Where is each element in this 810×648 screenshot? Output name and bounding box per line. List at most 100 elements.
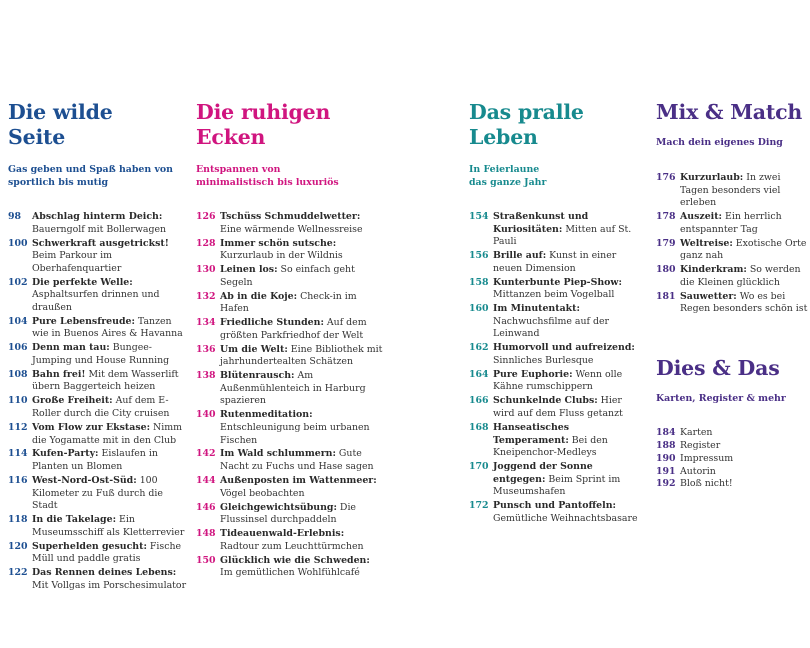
toc-entry[interactable]: 162 Humorvoll und aufreizend: Sinnliches … [469, 342, 641, 367]
page-number: 164 [469, 368, 489, 380]
entry-description: Die Flussinsel durchpaddeln [220, 501, 356, 526]
toc-entry[interactable]: 164 Pure Euphorie: Wenn olle Kähne rumsch… [469, 369, 641, 394]
toc-entry[interactable]: 120 Superhelden gesucht: Fische Müll und … [8, 541, 188, 566]
entry-text: Abschlag hinterm Deich: Bauerngolf mit B… [32, 211, 188, 236]
toc-entry[interactable]: 181 Sauwetter: Wo es bei Regen besonders … [656, 291, 810, 316]
entry-description: Vögel beobachten [220, 487, 305, 499]
entry-title: Kufen-Party: [32, 448, 99, 460]
toc-entry[interactable]: 192 Bloß nicht! [656, 478, 810, 491]
entry-title: Vom Flow zur Ekstase: [32, 421, 151, 433]
entry-text: Bloß nicht! [680, 478, 810, 491]
entry-title: Auszeit: [680, 211, 723, 223]
entry-description: Nachwuchsfilme auf der Leinwand [493, 315, 610, 340]
subtitle-line: Entspannen von [196, 164, 281, 175]
entry-title: Pure Euphorie: [493, 368, 573, 380]
entry-description: Nimm die Yogamatte mit in den Club [32, 421, 182, 446]
toc-entry[interactable]: 178 Auszeit: Ein herrlich entspannter Tag [656, 211, 810, 236]
entry-text: Friedliche Stunden: Auf dem größten Park… [220, 317, 384, 342]
toc-entry[interactable]: 190 Impressum [656, 453, 810, 466]
entry-text: Karten [680, 427, 810, 440]
entry-title: West-Nord-Ost-Süd: [32, 474, 137, 486]
entry-title: Punsch und Pantoffeln: [493, 500, 616, 512]
page-number: 114 [8, 448, 28, 460]
toc-entry[interactable]: 172 Punsch und Pantoffeln: Gemütliche Wei… [469, 500, 641, 525]
entry-description: Auf dem größten Parkfriedhof der Welt [220, 317, 367, 341]
toc-entry[interactable]: 110 Große Freiheit: Auf dem E-Roller durc… [8, 395, 188, 420]
toc-entry[interactable]: 180 Kinderkram: So werden die Kleinen glü… [656, 264, 810, 289]
toc-entry[interactable]: 138 Blütenrausch: Am Außenmühlenteich in … [196, 370, 384, 408]
section-das-pralle-leben: Das pralle Leben In Feierlaune das ganze… [469, 100, 641, 527]
entry-title: Weltreise: [680, 237, 733, 249]
toc-entry[interactable]: 179 Weltreise: Exotische Orte ganz nah [656, 238, 810, 263]
toc-entry[interactable]: 106 Denn man tau: Bungee-Jumping und Hous… [8, 342, 188, 367]
toc-entry[interactable]: 126 Tschüss Schmuddelwetter: Eine wärmend… [196, 211, 384, 236]
entry-description: Asphaltsurfen drinnen und draußen [32, 289, 160, 313]
toc-entry[interactable]: 102 Die perfekte Welle: Asphaltsurfen dri… [8, 277, 188, 315]
page-number: 112 [8, 421, 28, 433]
toc-entry[interactable]: 158 Kunterbunte Piep-Show: Mittanzen beim… [469, 277, 641, 302]
entry-description: Gemütliche Weihnachtsbasare [493, 512, 638, 524]
toc-entry[interactable]: 130 Leinen los: So einfach geht Segeln [196, 264, 384, 289]
entry-list: 98 Abschlag hinterm Deich: Bauerngolf mit… [8, 211, 188, 592]
toc-entry[interactable]: 154 Straßenkunst und Kuriositäten: Mitten… [469, 211, 641, 249]
entry-text: Weltreise: Exotische Orte ganz nah [680, 238, 810, 263]
section-subtitle: Karten, Register & mehr [656, 392, 810, 405]
toc-entry[interactable]: 184 Karten [656, 427, 810, 440]
entry-title: Im Minutentakt: [493, 303, 580, 315]
title-line: Ecken [196, 125, 266, 149]
toc-entry[interactable]: 176 Kurzurlaub: In zwei Tagen besonders v… [656, 172, 810, 210]
entry-description: Exotische Orte ganz nah [680, 237, 807, 262]
toc-entry[interactable]: 122 Das Rennen deines Lebens: Mit Vollgas… [8, 567, 188, 592]
page-number: 178 [656, 211, 676, 223]
page-number: 116 [8, 474, 28, 486]
toc-entry[interactable]: 166 Schunkelnde Clubs: Hier wird auf dem … [469, 395, 641, 420]
entry-title: Die perfekte Welle: [32, 276, 133, 288]
toc-entry[interactable]: 134 Friedliche Stunden: Auf dem größten P… [196, 317, 384, 342]
toc-entry[interactable]: 191 Autorin [656, 466, 810, 479]
toc-entry[interactable]: 148 Tideauenwald-Erlebnis: Radtour zum Le… [196, 528, 384, 553]
page-number: 110 [8, 395, 28, 407]
toc-entry[interactable]: 100 Schwerkraft ausgetrickst! Beim Parkou… [8, 238, 188, 276]
toc-entry[interactable]: 98 Abschlag hinterm Deich: Bauerngolf mit… [8, 211, 188, 236]
entry-description: Bungee-Jumping und House Running [32, 342, 170, 366]
toc-entry[interactable]: 114 Kufen-Party: Eislaufen in Planten un … [8, 448, 188, 473]
toc-entry[interactable]: 144 Außenposten im Wattenmeer: Vögel beob… [196, 475, 384, 500]
entry-text: Impressum [680, 453, 810, 466]
entry-text: Die perfekte Welle: Asphaltsurfen drinne… [32, 277, 188, 315]
entry-text: Denn man tau: Bungee-Jumping und House R… [32, 342, 188, 367]
entry-description: Tanzen wie in Buenos Aires & Havanna [32, 315, 183, 340]
entry-title: Superhelden gesucht: [32, 540, 147, 552]
toc-entry[interactable]: 132 Ab in die Koje: Check-in im Hafen [196, 291, 384, 316]
toc-entry[interactable]: 188 Register [656, 440, 810, 453]
toc-entry[interactable]: 142 Im Wald schlummern: Gute Nacht zu Fuc… [196, 448, 384, 473]
entry-text: Große Freiheit: Auf dem E-Roller durch d… [32, 395, 188, 420]
toc-entry[interactable]: 128 Immer schön sutsche: Kurzurlaub in de… [196, 238, 384, 263]
entry-text: Pure Euphorie: Wenn olle Kähne rumschipp… [493, 369, 641, 394]
toc-entry[interactable]: 104 Pure Lebensfreude: Tanzen wie in Buen… [8, 316, 188, 341]
entry-title: Denn man tau: [32, 342, 110, 354]
toc-entry[interactable]: 168 Hanseatisches Temperament: Bei den Kn… [469, 422, 641, 460]
entry-text: Kunterbunte Piep-Show: Mittanzen beim Vo… [493, 277, 641, 302]
subtitle-line: das ganze Jahr [469, 177, 547, 188]
toc-entry[interactable]: 108 Bahn frei! Mit dem Wasserlift übern B… [8, 369, 188, 394]
entry-title: Pure Lebensfreude: [32, 315, 135, 327]
entry-title: Straßenkunst und Kuriositäten: [493, 211, 589, 235]
entry-text: Kurzurlaub: In zwei Tagen besonders viel… [680, 172, 810, 210]
page-number: 120 [8, 540, 28, 552]
page-number: 126 [196, 211, 216, 222]
toc-entry[interactable]: 118 In die Takelage: Ein Museumsschiff al… [8, 514, 188, 539]
toc-entry[interactable]: 136 Um die Welt: Eine Bibliothek mit jahr… [196, 344, 384, 369]
toc-entry[interactable]: 150 Glücklich wie die Schweden: Im gemütl… [196, 555, 384, 580]
toc-entry[interactable]: 140 Rutenmeditation: Entschleunigung beim… [196, 409, 384, 447]
toc-entry[interactable]: 156 Brille auf: Kunst in einer neuen Dime… [469, 250, 641, 275]
toc-entry[interactable]: 160 Im Minutentakt: Nachwuchsfilme auf de… [469, 303, 641, 341]
page-number: 104 [8, 315, 28, 327]
toc-entry[interactable]: 112 Vom Flow zur Ekstase: Nimm die Yogama… [8, 422, 188, 447]
toc-entry[interactable]: 170 Joggend der Sonne entgegen: Beim Spri… [469, 461, 641, 499]
toc-entry[interactable]: 116 West-Nord-Ost-Süd: 100 Kilometer zu F… [8, 475, 188, 513]
page-number: 176 [656, 172, 676, 183]
page-number: 154 [469, 211, 489, 222]
title-line: Dies & Das [656, 355, 780, 380]
toc-entry[interactable]: 146 Gleichgewichtsübung: Die Flussinsel d… [196, 502, 384, 527]
section-subtitle: Mach dein eigenes Ding [656, 136, 810, 149]
